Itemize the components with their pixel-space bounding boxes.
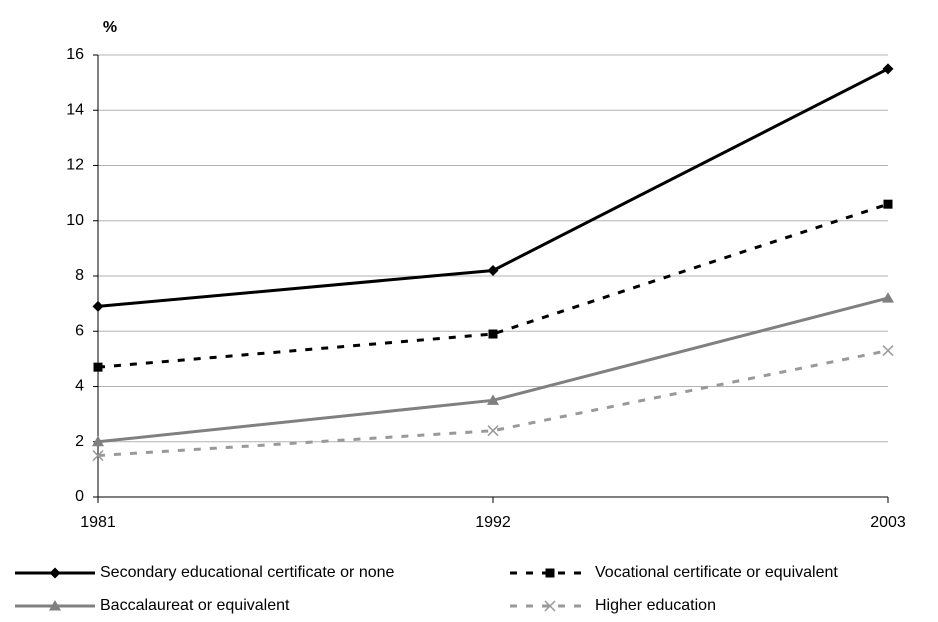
x-tick-label: 2003 — [870, 514, 906, 531]
marker — [92, 450, 104, 462]
y-tick-label: 8 — [75, 267, 84, 284]
legend-label: Baccalaureat or equivalent — [100, 597, 290, 614]
marker — [92, 435, 104, 447]
legend-label: Higher education — [595, 597, 716, 614]
y-tick-label: 6 — [75, 322, 84, 339]
y-tick-label: 12 — [66, 157, 84, 174]
y-tick-label: 14 — [66, 101, 84, 118]
marker — [882, 292, 894, 303]
legend-label: Secondary educational certificate or non… — [100, 564, 395, 581]
x-tick-label: 1992 — [475, 514, 511, 531]
marker — [93, 362, 103, 372]
marker — [883, 199, 893, 209]
marker — [487, 425, 499, 437]
marker — [487, 264, 499, 276]
y-tick-label: 0 — [75, 488, 84, 505]
y-tick-label: 16 — [66, 46, 84, 63]
y-tick-label: 10 — [66, 212, 84, 229]
series-line — [97, 296, 889, 444]
marker — [488, 329, 498, 339]
series-line — [97, 202, 889, 369]
marker — [882, 63, 894, 75]
marker — [487, 394, 499, 405]
y-tick-label: 2 — [75, 433, 84, 450]
marker — [49, 567, 61, 579]
marker — [882, 345, 894, 357]
series-line — [97, 349, 889, 458]
marker — [544, 600, 556, 612]
x-tick-label: 1981 — [80, 514, 116, 531]
legend-label: Vocational certificate or equivalent — [595, 564, 838, 581]
y-axis-label: % — [103, 19, 117, 36]
marker — [545, 568, 555, 578]
marker — [92, 300, 104, 312]
marker — [49, 600, 61, 611]
y-tick-label: 4 — [75, 378, 84, 395]
